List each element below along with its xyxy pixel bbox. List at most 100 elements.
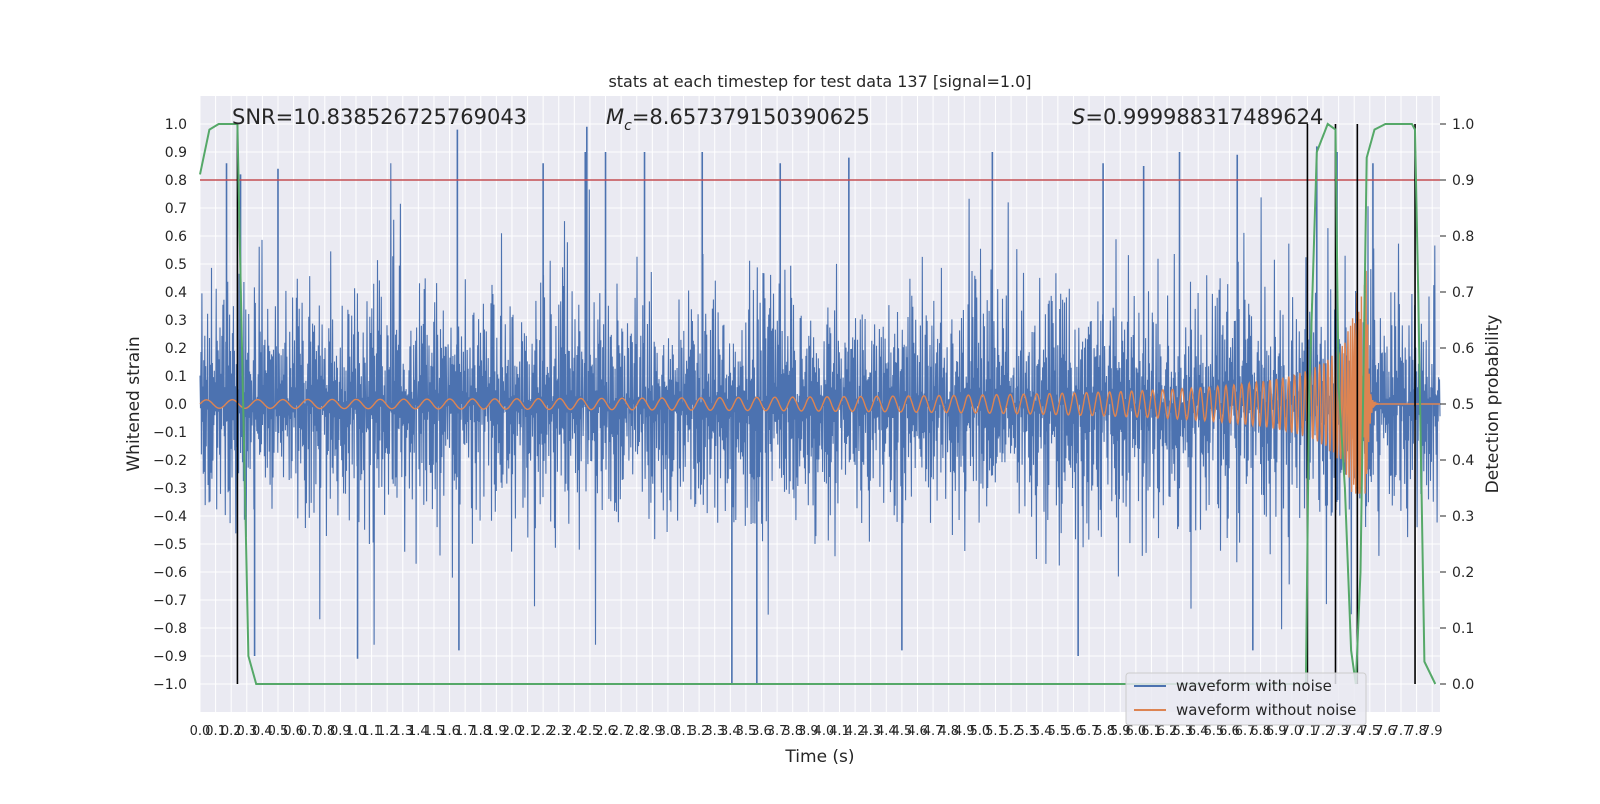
x-tick-label: 6.4 — [1188, 724, 1209, 739]
x-tick-label: 0.5 — [268, 724, 289, 739]
x-tick-label: 2.7 — [611, 724, 632, 739]
x-tick-label: 3.9 — [798, 724, 819, 739]
x-tick-label: 4.4 — [876, 724, 897, 739]
x-tick-label: 0.9 — [330, 724, 351, 739]
x-tick-label: 5.0 — [970, 724, 991, 739]
clean-waveform-path — [199, 270, 1440, 494]
x-tick-label: 4.5 — [892, 724, 913, 739]
x-tick-label: 2.6 — [595, 724, 616, 739]
x-tick-label: 7.7 — [1391, 724, 1412, 739]
x-tick-label: 5.3 — [1016, 724, 1037, 739]
y-tick-label: 0.8 — [165, 173, 187, 189]
y2-tick-label: 0.3 — [1452, 509, 1474, 525]
y2-tick-label: 0.4 — [1452, 453, 1474, 469]
y2-tick-label: 0.0 — [1452, 677, 1474, 693]
y-tick-label: 0.5 — [165, 257, 187, 273]
y-tick-label: 0.2 — [165, 341, 187, 357]
x-tick-label: 5.2 — [1001, 724, 1022, 739]
x-tick-label: 5.6 — [1063, 724, 1084, 739]
y2-tick-label: 0.1 — [1452, 621, 1474, 637]
x-tick-label: 3.6 — [751, 724, 772, 739]
x-tick-label: 7.3 — [1328, 724, 1349, 739]
legend: waveform with noise waveform without noi… — [1125, 672, 1367, 726]
y-tick-label: −0.2 — [153, 453, 187, 469]
legend-label-clean: waveform without noise — [1176, 701, 1356, 719]
x-tick-label: 3.5 — [736, 724, 757, 739]
x-tick-label: 7.6 — [1375, 724, 1396, 739]
x-tick-label: 0.1 — [205, 724, 226, 739]
x-tick-label: 1.9 — [486, 724, 507, 739]
x-tick-label: 6.3 — [1172, 724, 1193, 739]
y-tick-label: −0.9 — [153, 649, 187, 665]
chirp-mass-value: =8.657379150390625 — [632, 105, 870, 129]
x-tick-label: 1.2 — [377, 724, 398, 739]
x-tick-label: 4.1 — [829, 724, 850, 739]
x-tick-label: 0.2 — [221, 724, 242, 739]
y-tick-label: 0.3 — [165, 313, 187, 329]
x-tick-label: 1.5 — [424, 724, 445, 739]
x-tick-label: 5.8 — [1094, 724, 1115, 739]
x-tick-label: 0.6 — [283, 724, 304, 739]
x-tick-label: 3.0 — [658, 724, 679, 739]
x-tick-label: 3.4 — [720, 724, 741, 739]
x-tick-label: 5.1 — [985, 724, 1006, 739]
y-tick-label: −0.5 — [153, 537, 187, 553]
x-tick-label: 5.5 — [1048, 724, 1069, 739]
x-tick-label: 4.7 — [923, 724, 944, 739]
x-tick-label: 1.1 — [361, 724, 382, 739]
y2-tick-label: 0.9 — [1452, 173, 1474, 189]
x-tick-label: 1.4 — [408, 724, 429, 739]
x-tick-label: 7.0 — [1281, 724, 1302, 739]
y2-axis-label: Detection probability — [1483, 315, 1503, 494]
y-tick-label: 0.6 — [165, 229, 187, 245]
x-tick-label: 2.5 — [580, 724, 601, 739]
x-tick-label: 3.7 — [767, 724, 788, 739]
x-tick-label: 6.6 — [1219, 724, 1240, 739]
x-tick-label: 2.8 — [626, 724, 647, 739]
y2-tick-label: 1.0 — [1452, 117, 1474, 133]
chirp-mass-symbol: M — [606, 105, 624, 129]
y-tick-label: 1.0 — [165, 117, 187, 133]
x-tick-label: 6.8 — [1250, 724, 1271, 739]
x-tick-label: 1.0 — [346, 724, 367, 739]
snr-annotation: SNR=10.838526725769043 — [232, 105, 527, 129]
x-tick-label: 4.0 — [814, 724, 835, 739]
x-tick-label: 2.0 — [502, 724, 523, 739]
x-tick-label: 4.9 — [954, 724, 975, 739]
y-tick-label: 0.7 — [165, 201, 187, 217]
x-tick-label: 3.3 — [704, 724, 725, 739]
s-symbol: S — [1072, 105, 1085, 129]
x-tick-label: 2.9 — [642, 724, 663, 739]
x-tick-label: 7.5 — [1359, 724, 1380, 739]
x-tick-label: 7.1 — [1297, 724, 1318, 739]
x-tick-label: 1.7 — [455, 724, 476, 739]
y-tick-label: 0.0 — [165, 397, 187, 413]
y-tick-label: −0.8 — [153, 621, 187, 637]
x-tick-label: 4.6 — [907, 724, 928, 739]
x-tick-label: 4.2 — [845, 724, 866, 739]
y2-tick-label: 0.7 — [1452, 285, 1474, 301]
x-tick-label: 6.9 — [1266, 724, 1287, 739]
x-tick-label: 5.9 — [1110, 724, 1131, 739]
x-tick-label: 7.4 — [1344, 724, 1365, 739]
x-tick-label: 3.8 — [782, 724, 803, 739]
chart-title: stats at each timestep for test data 137… — [608, 72, 1031, 91]
x-tick-label: 0.7 — [299, 724, 320, 739]
x-tick-label: 0.0 — [190, 724, 211, 739]
y-tick-label: −0.7 — [153, 593, 187, 609]
x-tick-label: 0.4 — [252, 724, 273, 739]
x-tick-label: 1.6 — [439, 724, 460, 739]
probability-path — [199, 122, 1437, 685]
y-tick-label: 0.4 — [165, 285, 187, 301]
x-tick-label: 2.2 — [533, 724, 554, 739]
y-tick-label: −0.4 — [153, 509, 187, 525]
legend-label-noise: waveform with noise — [1176, 677, 1332, 695]
x-tick-label: 5.7 — [1079, 724, 1100, 739]
x-tick-label: 3.1 — [673, 724, 694, 739]
x-tick-label: 2.4 — [564, 724, 585, 739]
s-annotation: S=0.999988317489624 — [1072, 105, 1323, 129]
x-tick-label: 5.4 — [1032, 724, 1053, 739]
x-tick-label: 3.2 — [689, 724, 710, 739]
